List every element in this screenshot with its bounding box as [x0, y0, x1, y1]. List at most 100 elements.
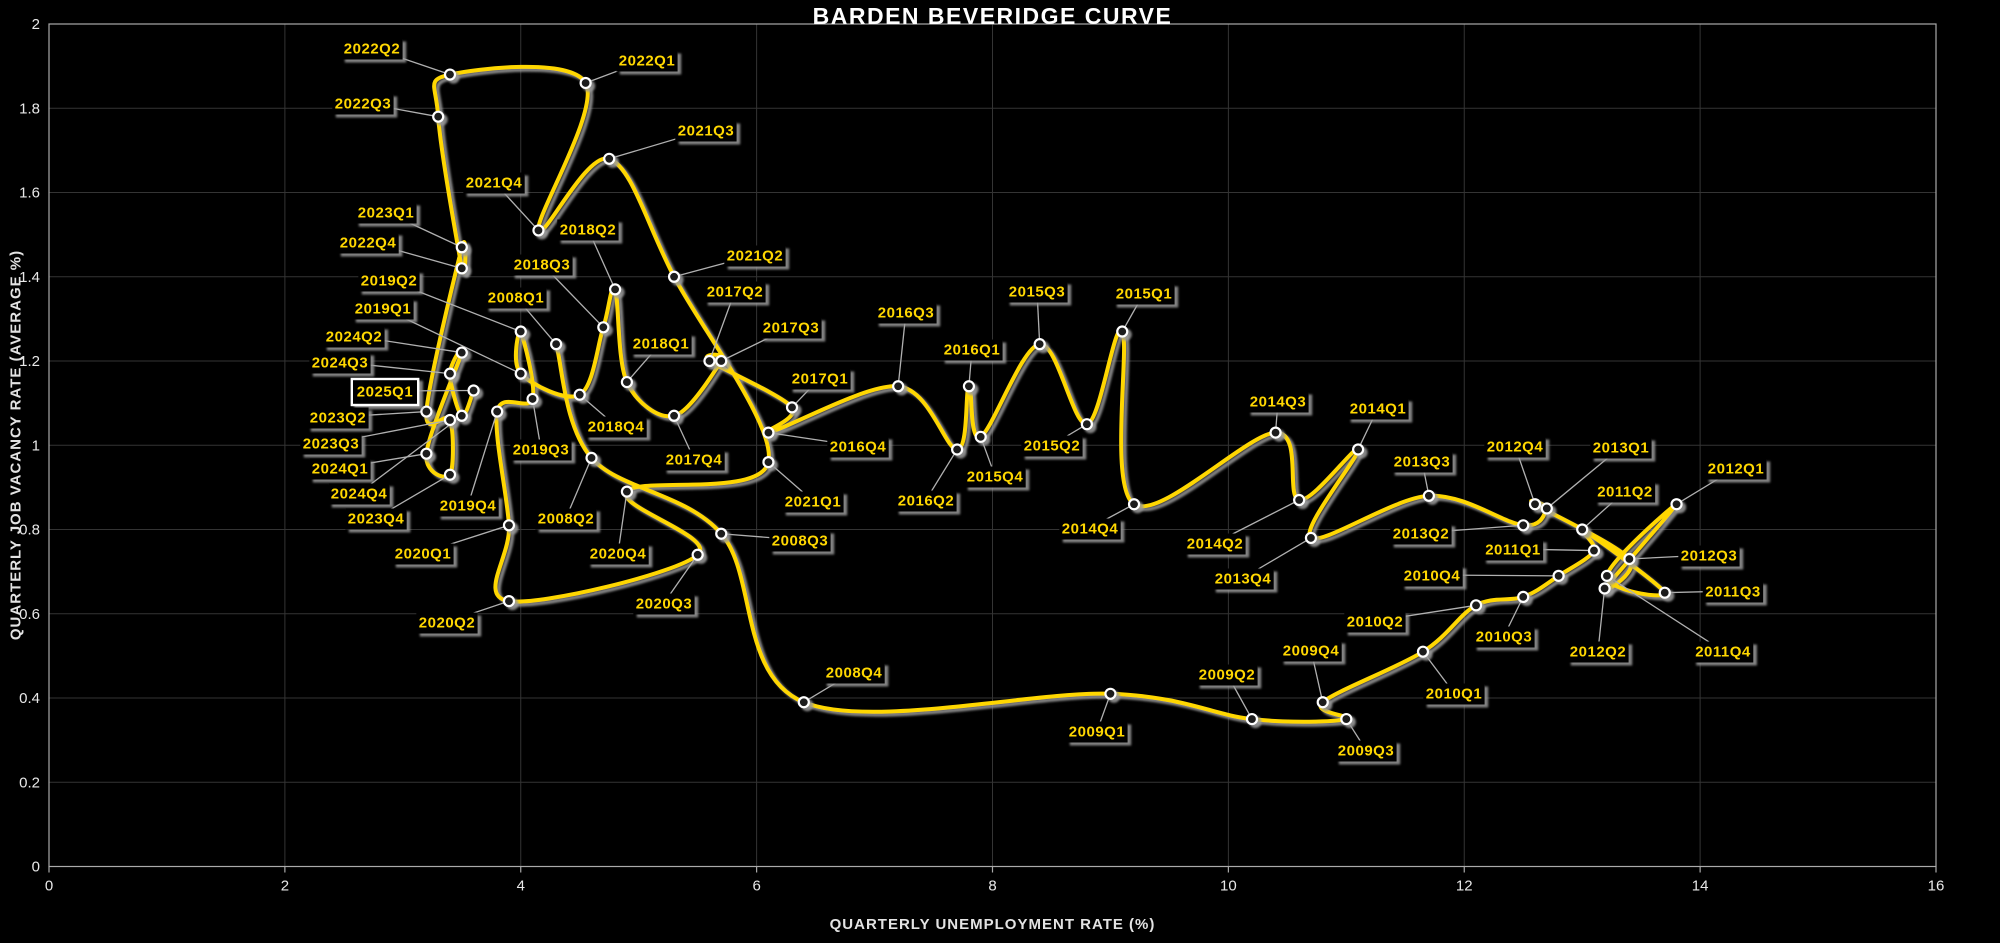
point-label-text-2024Q3: 2024Q3 [312, 355, 368, 372]
label-backing-2009Q1 [1066, 721, 1128, 743]
label-backing-2012Q2 [1567, 641, 1629, 663]
point-label-text-2025Q1: 2025Q1 [357, 384, 413, 401]
point-label-text-2023Q1: 2023Q1 [358, 205, 414, 222]
label-backing-2012Q3 [1678, 545, 1740, 567]
point-label-2011Q3: 2011Q3 [1702, 581, 1764, 603]
label-backing-2023Q4 [345, 508, 407, 530]
data-point-2013Q1 [1540, 502, 1553, 515]
label-backing-2023Q2 [307, 407, 369, 429]
grid-layer [48, 23, 1937, 867]
point-label-2017Q3: 2017Q3 [760, 317, 822, 339]
y-tick-label-1.2: 1.2 [19, 353, 40, 370]
label-backing-2018Q3 [511, 254, 573, 276]
data-point-2022Q1 [579, 76, 592, 90]
point-label-text-2011Q4: 2011Q4 [1695, 644, 1751, 661]
data-point-2011Q3 [1658, 586, 1671, 599]
label-backing-2021Q4 [463, 172, 525, 194]
point-label-text-2016Q4: 2016Q4 [830, 439, 887, 456]
label-backing-2022Q3 [332, 93, 394, 115]
leader-line-2019Q4 [467, 411, 498, 506]
label-backing-2010Q2 [1344, 611, 1406, 633]
label-backing-2024Q1 [309, 458, 371, 480]
point-label-2015Q1: 2015Q1 [1113, 283, 1175, 305]
label-backing-2008Q3 [769, 530, 831, 552]
data-point-2017Q4 [667, 409, 681, 422]
point-label-2016Q4: 2016Q4 [827, 436, 889, 458]
data-point-2022Q2 [443, 68, 457, 81]
x-tick-label-6: 6 [752, 878, 760, 895]
point-label-2019Q3: 2019Q3 [510, 439, 572, 461]
data-point-2023Q2 [420, 405, 433, 418]
point-label-2012Q2: 2012Q2 [1567, 641, 1629, 663]
point-label-text-2018Q3: 2018Q3 [514, 257, 570, 274]
data-point-2021Q1 [762, 456, 775, 469]
point-label-2016Q1: 2016Q1 [941, 339, 1003, 361]
label-backing-2012Q4 [1484, 436, 1546, 458]
label-backing-2008Q4 [823, 662, 885, 684]
point-label-text-2022Q2: 2022Q2 [344, 41, 400, 58]
label-backing-2020Q4 [587, 543, 649, 565]
label-backing-2019Q1 [352, 298, 414, 320]
point-label-2024Q1: 2024Q1 [309, 458, 371, 480]
data-point-2010Q2 [1469, 599, 1483, 612]
data-point-2010Q1 [1416, 645, 1430, 658]
data-point-2015Q1 [1116, 325, 1129, 338]
point-label-2017Q2: 2017Q2 [704, 281, 766, 303]
point-label-text-2015Q3: 2015Q3 [1009, 284, 1065, 301]
point-label-2022Q3: 2022Q3 [332, 93, 394, 115]
data-point-2011Q1 [1587, 544, 1601, 557]
data-point-2019Q3 [526, 392, 539, 406]
point-label-2021Q2: 2021Q2 [724, 245, 786, 267]
label-backing-2011Q2 [1594, 481, 1656, 503]
x-tick-label-16: 16 [1928, 878, 1945, 895]
point-label-text-2012Q1: 2012Q1 [1708, 461, 1764, 478]
point-label-2010Q3: 2010Q3 [1473, 626, 1535, 648]
label-backing-2011Q1 [1482, 539, 1544, 561]
data-point-2008Q4 [797, 696, 810, 709]
label-backing-2011Q4 [1692, 641, 1754, 663]
x-tick-label-8: 8 [988, 878, 996, 895]
point-label-text-2023Q3: 2023Q3 [303, 436, 359, 453]
point-label-2012Q1: 2012Q1 [1705, 458, 1767, 480]
x-tick-label-12: 12 [1456, 878, 1473, 895]
data-point-2012Q1 [1670, 498, 1683, 511]
data-point-2024Q4 [455, 409, 468, 422]
point-label-2024Q2: 2024Q2 [323, 326, 385, 348]
y-tick-label-0.4: 0.4 [19, 690, 40, 707]
data-point-2012Q4 [1528, 498, 1542, 511]
point-label-text-2016Q3: 2016Q3 [878, 305, 934, 322]
label-backing-2021Q3 [675, 120, 737, 142]
point-label-2010Q4: 2010Q4 [1401, 565, 1463, 587]
data-point-2020Q1 [502, 519, 516, 532]
point-label-text-2011Q1: 2011Q1 [1485, 542, 1541, 559]
point-label-2023Q1: 2023Q1 [355, 202, 417, 224]
y-tick-label-1: 1 [32, 437, 40, 454]
data-point-2017Q1 [785, 401, 799, 414]
point-label-text-2015Q4: 2015Q4 [967, 469, 1024, 486]
point-label-text-2022Q4: 2022Q4 [340, 235, 397, 252]
data-point-2020Q4 [620, 485, 633, 498]
point-label-2008Q1: 2008Q1 [485, 287, 547, 309]
data-point-2018Q3 [597, 321, 610, 334]
data-point-2021Q3 [603, 152, 616, 165]
data-point-2014Q1 [1352, 443, 1365, 456]
point-label-2022Q1: 2022Q1 [616, 50, 678, 72]
tick-layer: 0 2 4 6 8 10 12 14 16 0 0.2 0.4 0.6 0.8 1 1.2 1.4 1.6 1.8 2 [19, 16, 1944, 895]
point-label-2015Q2: 2015Q2 [1021, 435, 1083, 457]
point-label-text-2014Q4: 2014Q4 [1062, 521, 1119, 538]
leader-line-2008Q2 [565, 457, 593, 519]
point-label-2011Q2: 2011Q2 [1594, 481, 1656, 503]
point-label-2011Q1: 2011Q1 [1482, 539, 1544, 561]
point-label-2017Q4: 2017Q4 [663, 449, 725, 471]
point-label-2012Q3: 2012Q3 [1678, 545, 1740, 567]
point-label-2014Q4: 2014Q4 [1059, 518, 1121, 540]
point-label-text-2019Q3: 2019Q3 [513, 442, 569, 459]
y-tick-label-2: 2 [32, 16, 40, 33]
point-label-text-2008Q4: 2008Q4 [826, 665, 883, 682]
point-label-2019Q2: 2019Q2 [358, 270, 420, 292]
data-point-2023Q1 [455, 241, 468, 254]
point-label-2018Q1: 2018Q1 [630, 333, 692, 355]
label-backing-2015Q4 [964, 466, 1026, 488]
highlight-box-2025Q1 [350, 377, 420, 407]
